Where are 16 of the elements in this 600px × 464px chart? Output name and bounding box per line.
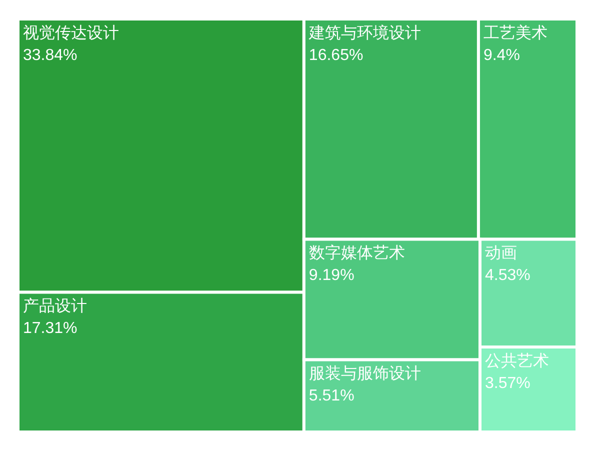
category-label: 建筑与环境设计: [308, 24, 421, 42]
data-label: 33.84%: [23, 47, 78, 64]
data-label: 4.53%: [484, 267, 530, 284]
category-label: 视觉传达设计: [23, 24, 119, 42]
data-label: 17.31%: [23, 320, 78, 338]
category-label: 数字媒体艺术: [308, 244, 405, 262]
data-label: 3.57%: [484, 375, 530, 392]
category-label: 工艺美术: [483, 24, 548, 42]
category-label: 动画: [484, 245, 517, 262]
data-label: 16.65%: [308, 47, 364, 64]
category-label: 产品设计: [23, 297, 87, 316]
category-label: 公共艺术: [484, 352, 549, 370]
category-label: 服装与服饰设计: [308, 364, 421, 383]
data-label: 5.51%: [308, 388, 354, 405]
data-label: 9.4%: [483, 47, 520, 64]
data-label: 9.19%: [308, 267, 354, 284]
